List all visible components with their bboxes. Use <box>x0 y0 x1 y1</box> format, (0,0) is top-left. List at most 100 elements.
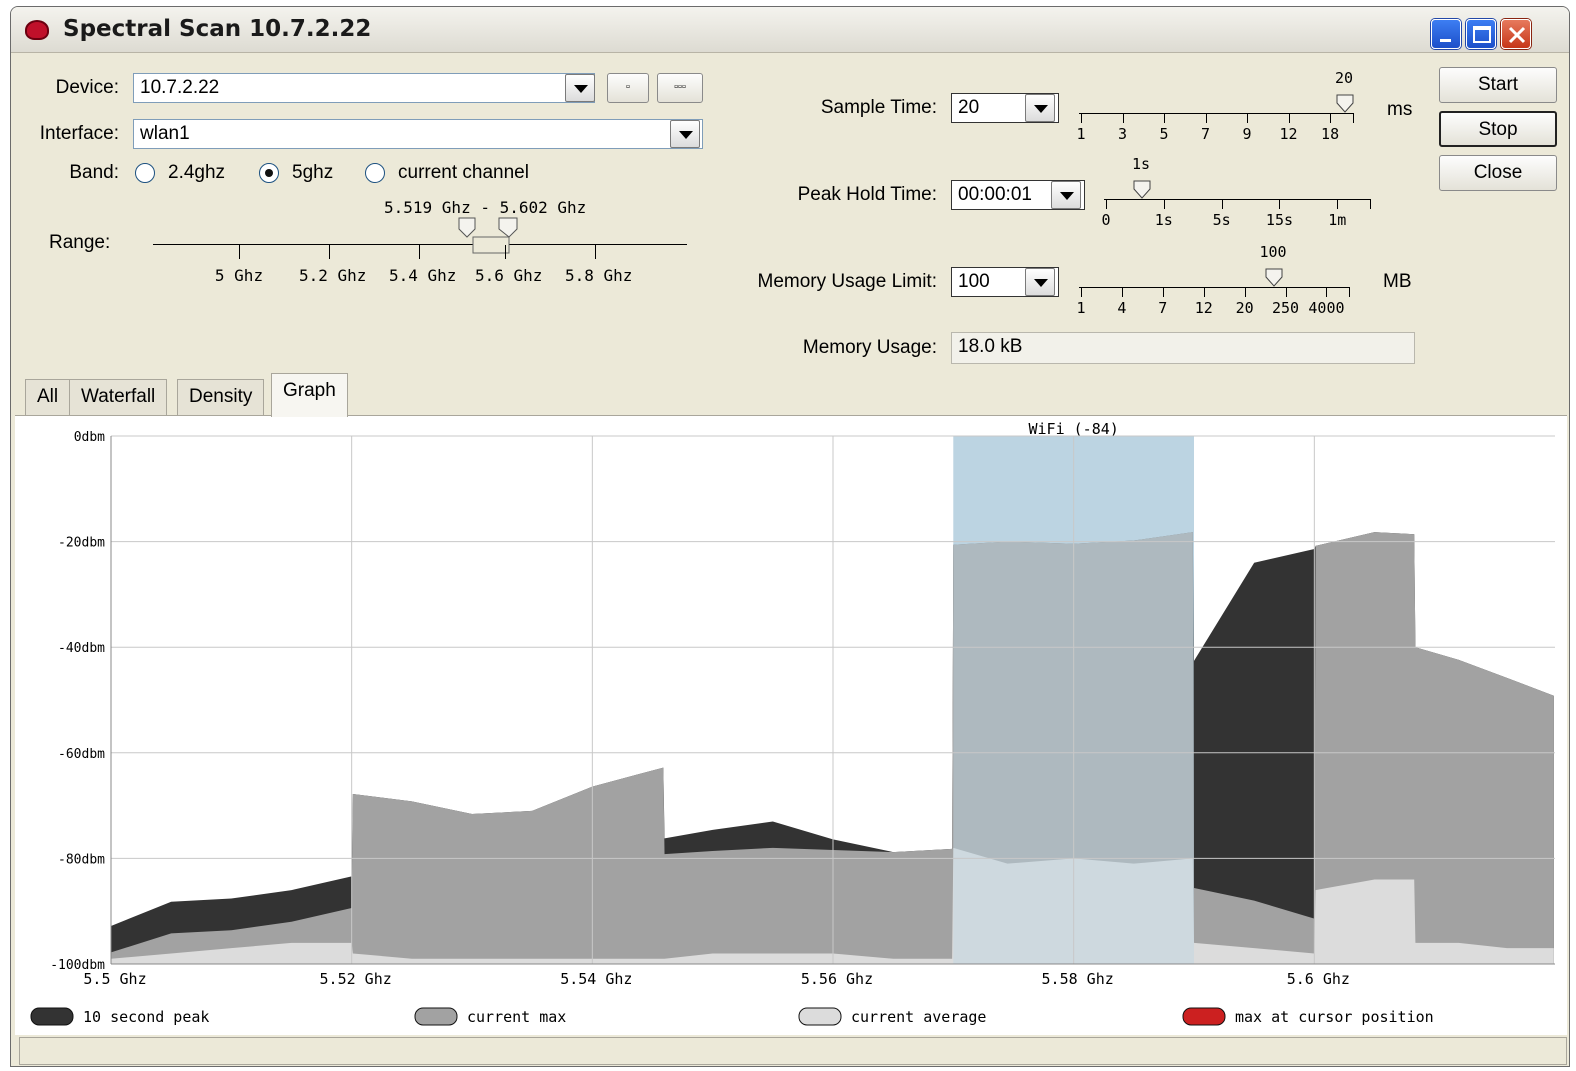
slider-tick-label: 7 <box>1158 299 1168 317</box>
device-label: Device: <box>55 77 119 98</box>
slider-value-label: 100 <box>1259 243 1287 261</box>
tab-density[interactable]: Density <box>177 379 265 415</box>
device-more-button[interactable]: ▫▫▫ <box>657 73 703 103</box>
tab-all[interactable]: All <box>25 379 71 415</box>
title-bar[interactable]: Spectral Scan 10.7.2.22 <box>11 7 1569 53</box>
slider-tick <box>1288 113 1290 123</box>
memory-limit-dropdown-button[interactable] <box>1025 268 1055 296</box>
slider-tick-label: 15s <box>1265 211 1294 229</box>
device-select[interactable]: 10.7.2.22 <box>133 73 595 103</box>
sample-time-dropdown-button[interactable] <box>1025 94 1055 122</box>
band-radio-2-4ghz[interactable] <box>135 163 155 183</box>
band-option-label: 5ghz <box>292 162 334 183</box>
legend-label: max at cursor position <box>1235 1008 1434 1026</box>
y-tick-label: -40dbm <box>58 641 105 656</box>
legend-swatch <box>30 1007 74 1026</box>
slider-track[interactable] <box>1079 113 1353 114</box>
range-tick-label: 5.6 Ghz <box>475 266 543 285</box>
y-tick-label: -100dbm <box>50 958 105 973</box>
x-tick-label: 5.52 Ghz <box>320 970 392 988</box>
slider-tick <box>1205 113 1207 123</box>
slider-tick <box>1326 287 1328 297</box>
x-tick-label: 5.54 Ghz <box>560 970 632 988</box>
slider-tick-label: 1s <box>1154 211 1173 229</box>
slider-tick-label: 20 <box>1235 299 1254 317</box>
y-tick-label: -60dbm <box>58 747 105 762</box>
slider-tick-label: 5s <box>1212 211 1231 229</box>
close-icon[interactable] <box>1501 19 1531 49</box>
range-tick-label: 5.4 Ghz <box>389 266 457 285</box>
slider-tick-label: 4 <box>1117 299 1127 317</box>
tab-graph[interactable]: Graph <box>271 373 348 417</box>
series-area-current-average <box>111 847 1554 964</box>
range-value: 5.519 Ghz - 5.602 Ghz <box>384 198 587 217</box>
graph-panel: WiFi (-84) 0dbm -20dbm -40dbm -60dbm -80dbm -1… <box>15 415 1567 1035</box>
slider-tick <box>1163 199 1165 209</box>
slider-tick <box>1162 287 1164 297</box>
interface-dropdown-button[interactable] <box>670 120 700 148</box>
legend-swatch <box>1182 1007 1226 1026</box>
slider-value-label: 20 <box>1334 69 1354 87</box>
band-radio-current-channel[interactable] <box>365 163 385 183</box>
range-slider-handles[interactable] <box>457 217 521 257</box>
device-dropdown-button[interactable] <box>565 74 595 102</box>
slider-tick-label: 250 <box>1271 299 1300 317</box>
slider-tick <box>1353 113 1354 123</box>
band-option-label: current channel <box>398 162 529 183</box>
memory-usage-value: 18.0 kB <box>951 332 1415 364</box>
range-tick-label: 5 Ghz <box>214 266 264 285</box>
slider-tick-label: 18 <box>1321 125 1340 143</box>
wifi-annotation-label: WiFi (-84) <box>1029 420 1119 438</box>
interface-select[interactable]: wlan1 <box>133 119 703 149</box>
slider-tick <box>1221 199 1223 209</box>
x-tick-label: 5.56 Ghz <box>801 970 873 988</box>
slider-track[interactable] <box>1104 199 1370 200</box>
slider-value-label: 1s <box>1131 155 1151 173</box>
tab-waterfall[interactable]: Waterfall <box>69 379 168 415</box>
spectral-scan-window: Spectral Scan 10.7.2.22 Device: 10.7.2.2… <box>10 6 1570 1067</box>
range-tick <box>595 245 596 259</box>
band-option-label: 2.4ghz <box>168 162 226 183</box>
spectrum-chart[interactable]: WiFi (-84) 0dbm -20dbm -40dbm -60dbm -80dbm -1… <box>15 416 1567 1036</box>
slider-tick-label: 12 <box>1279 125 1298 143</box>
slider-tick <box>1279 199 1281 209</box>
close-button[interactable]: Close <box>1439 155 1557 191</box>
slider-tick <box>1164 113 1166 123</box>
legend-label: current max <box>467 1008 566 1026</box>
memory-usage-label: Memory Usage: <box>802 337 937 358</box>
legend-swatch <box>414 1007 458 1026</box>
minimize-icon[interactable] <box>1431 19 1461 49</box>
slider-tick-label: 12 <box>1194 299 1213 317</box>
slider-track[interactable] <box>1079 287 1349 288</box>
y-tick-label: -20dbm <box>58 536 105 551</box>
slider-tick <box>1370 199 1371 209</box>
series-area-current-max <box>111 532 1554 964</box>
range-tick <box>505 245 506 259</box>
slider-tick-label: 7 <box>1201 125 1211 143</box>
slider-tick-label: 1m <box>1328 211 1347 229</box>
slider-tick-label: 0 <box>1101 211 1111 229</box>
range-tick-label: 5.2 Ghz <box>299 266 367 285</box>
range-tick <box>419 245 420 259</box>
slider-tick <box>1337 199 1339 209</box>
maximize-icon[interactable] <box>1466 19 1496 49</box>
range-slider-track[interactable] <box>153 244 687 245</box>
peak-hold-label: Peak Hold Time: <box>797 184 937 205</box>
range-label: Range: <box>49 232 111 253</box>
mikrotik-router-icon <box>25 20 49 40</box>
slider-tick <box>1121 287 1123 297</box>
slider-tick <box>1122 113 1124 123</box>
slider-tick-label: 1 <box>1076 299 1086 317</box>
peak-hold-dropdown-button[interactable] <box>1051 181 1081 209</box>
slider-tick-label: 1 <box>1076 125 1086 143</box>
start-button[interactable]: Start <box>1439 67 1557 103</box>
device-browse-button[interactable]: ▫ <box>607 73 649 103</box>
memory-limit-unit: MB <box>1383 271 1412 292</box>
y-tick-label: -80dbm <box>58 852 105 867</box>
slider-tick <box>1081 113 1082 123</box>
band-radio-5ghz[interactable] <box>259 163 279 183</box>
memory-limit-label: Memory Usage Limit: <box>757 271 938 292</box>
stop-button[interactable]: Stop <box>1439 111 1557 147</box>
slider-tick-label: 4000 <box>1308 299 1345 317</box>
sample-time-unit: ms <box>1387 99 1413 120</box>
